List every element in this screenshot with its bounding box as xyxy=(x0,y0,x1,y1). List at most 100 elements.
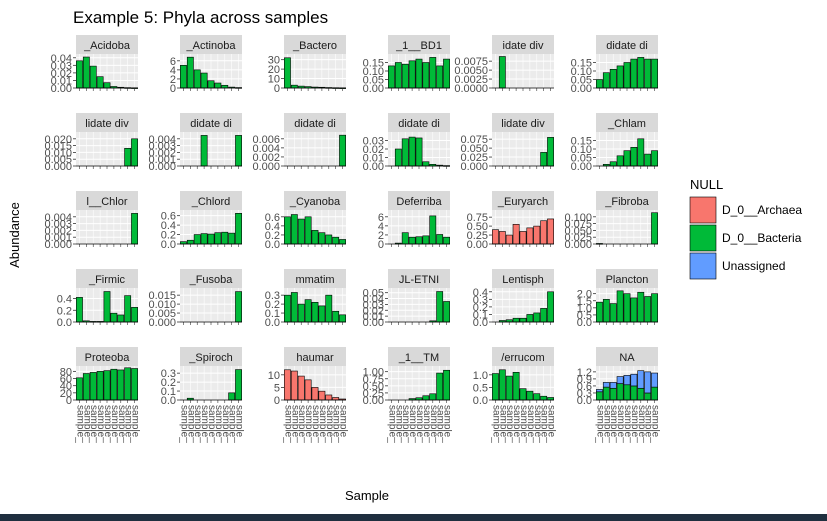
x-tick-label: sample_ xyxy=(74,405,85,443)
bar xyxy=(609,69,617,89)
y-tick-label: 0.004 xyxy=(148,134,176,146)
y-tick-label: 0 xyxy=(378,239,384,251)
y-tick-label: 0.010 xyxy=(44,147,72,159)
x-tick-label: sample_ xyxy=(428,405,439,443)
y-tick-label: 0.00 xyxy=(363,317,384,329)
x-tick-label: sample_ xyxy=(546,405,557,443)
facet-strip xyxy=(180,347,242,366)
facet-strip xyxy=(596,113,658,132)
bar xyxy=(117,369,125,401)
bar xyxy=(131,138,138,167)
bar xyxy=(498,56,506,89)
x-tick-label: sample_ xyxy=(296,405,307,443)
x-tick-label: sample_ xyxy=(95,405,106,443)
y-tick-label: 0.04 xyxy=(51,53,72,65)
x-tick-label: sample_ xyxy=(324,405,335,443)
facet-strip xyxy=(76,191,138,210)
x-tick-label: sample_ xyxy=(643,405,654,443)
bar xyxy=(602,299,610,323)
x-tick-label: sample_ xyxy=(539,405,550,443)
y-tick-label: 0.002 xyxy=(252,152,280,164)
facet-strip-label: _Chlam xyxy=(607,118,646,130)
facet-panel: Proteoba020406080sample_sample_sample_sa… xyxy=(60,347,141,443)
x-tick-label: sample_ xyxy=(518,405,529,443)
bar xyxy=(124,367,132,401)
y-tick-label: 0.002 xyxy=(44,225,72,237)
y-tick-label: 0.15 xyxy=(571,58,592,70)
bar xyxy=(429,57,437,89)
y-tick-label: 10 xyxy=(268,370,280,382)
facet-strip xyxy=(76,113,138,132)
bar xyxy=(519,231,527,245)
bar xyxy=(415,137,423,167)
facet-strip-label: _Euryarch xyxy=(497,196,548,208)
bar xyxy=(498,369,506,401)
y-tick-label: 0 xyxy=(170,83,176,95)
facet-strip-label: _1__BD1 xyxy=(395,40,442,52)
y-tick-label: 0.0025 xyxy=(454,74,488,86)
facet-strip xyxy=(492,269,554,288)
y-tick-label: 0.3 xyxy=(473,294,488,306)
bar xyxy=(207,80,215,89)
bar xyxy=(96,371,104,401)
y-tick-label: 0.000 xyxy=(44,239,72,251)
y-tick-label: 0.0 xyxy=(473,317,488,329)
x-tick-label: sample_ xyxy=(102,405,113,443)
facet-panel: _1__BD1 0.000.050.100.15 xyxy=(363,35,450,95)
y-tick-label: 0.6 xyxy=(265,212,280,224)
y-tick-label: 0.0 xyxy=(161,395,176,407)
y-tick-label: 0.75 xyxy=(363,374,384,386)
bar xyxy=(103,370,111,401)
facet-strip xyxy=(388,191,450,210)
facet-strip-label: JL-ETNI xyxy=(399,274,439,286)
bar xyxy=(533,312,541,323)
x-tick-label: sample_ xyxy=(310,405,321,443)
bar xyxy=(512,371,520,401)
y-tick-label: 6 xyxy=(378,212,384,224)
bar xyxy=(623,150,631,167)
y-tick-label: 0.1 xyxy=(473,309,488,321)
bar xyxy=(616,155,624,167)
facet-strip xyxy=(388,113,450,132)
facet-panel: didate di 0.000.010.020.03 xyxy=(363,113,450,173)
bar xyxy=(207,233,215,245)
facet-strip xyxy=(388,347,450,366)
y-tick-label: 0.001 xyxy=(148,154,176,166)
facet-panel: _1__TM0.000.250.500.751.00sample_sample_… xyxy=(363,347,453,443)
y-tick-label: 0.3 xyxy=(577,388,592,400)
facet-strip-label: lidate div xyxy=(85,118,129,130)
bar xyxy=(131,213,138,245)
facet-strip xyxy=(180,191,242,210)
facet-panel: NA0.00.30.60.91.2sample_sample_sample_sa… xyxy=(577,347,661,443)
bar xyxy=(339,239,346,245)
y-tick-label: 0.5 xyxy=(473,382,488,394)
bar xyxy=(117,314,125,323)
bar xyxy=(616,65,624,89)
y-tick-label: 0.000 xyxy=(564,239,592,251)
bar xyxy=(651,150,658,167)
bar xyxy=(630,58,638,89)
bar xyxy=(436,234,444,245)
x-tick-label: sample_ xyxy=(178,405,189,443)
bar xyxy=(630,385,638,401)
facet-strip-label: Deferriba xyxy=(396,196,442,208)
bar xyxy=(200,72,208,89)
y-tick-label: 0.000 xyxy=(460,161,488,173)
facet-strip xyxy=(492,35,554,54)
y-tick-label: 0.4 xyxy=(265,221,280,233)
chart-title: Example 5: Phyla across samples xyxy=(73,8,328,27)
bar xyxy=(408,60,416,89)
y-tick-label: 0.01 xyxy=(51,75,72,87)
bar xyxy=(422,395,430,401)
y-tick-label: 0.4 xyxy=(57,294,72,306)
y-tick-label: 0.25 xyxy=(467,230,488,242)
bar xyxy=(651,372,658,388)
bar xyxy=(436,291,444,323)
legend-label: D_0__Archaea xyxy=(722,203,802,217)
x-tick-label: sample_ xyxy=(504,405,515,443)
bar xyxy=(512,317,520,323)
bar xyxy=(519,317,527,323)
bar xyxy=(89,65,97,89)
